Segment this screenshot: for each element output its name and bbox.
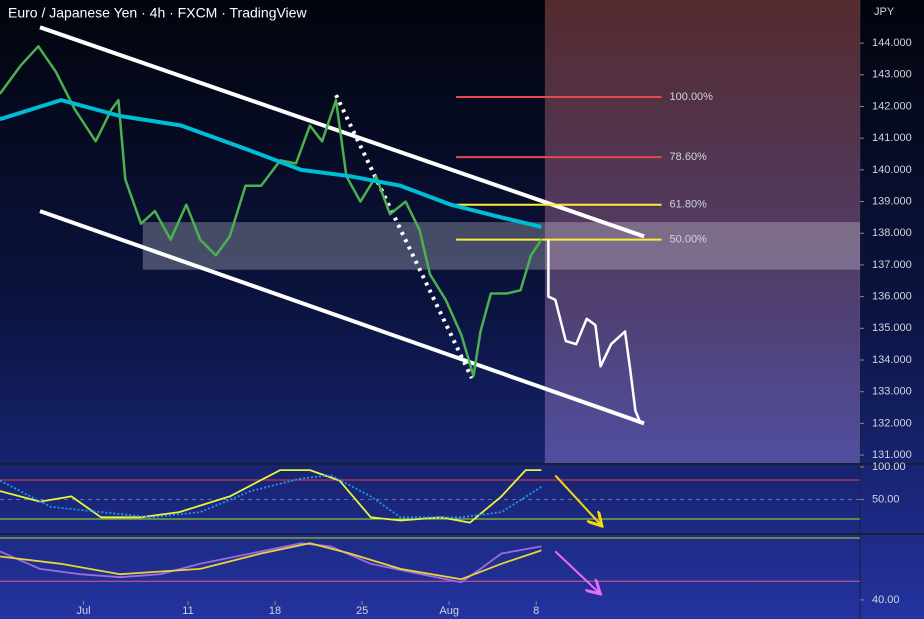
fib-label: 61.80% — [670, 199, 708, 211]
y-tick-label: 40.00 — [872, 594, 900, 606]
trend-line — [39, 25, 645, 239]
y-axis-label: JPY — [874, 6, 895, 18]
y-tick-label: 138.000 — [872, 227, 912, 239]
arrow — [554, 474, 600, 524]
series-line — [0, 45, 543, 378]
y-tick-label: 133.000 — [872, 386, 912, 398]
zone — [142, 222, 860, 270]
y-tick-label: 141.000 — [872, 132, 912, 144]
x-tick-label: 11 — [182, 605, 193, 617]
y-tick-label: 50.00 — [872, 493, 900, 505]
x-tick-label: 8 — [533, 605, 539, 617]
y-tick-label: 137.000 — [872, 259, 912, 271]
trend-line — [39, 209, 645, 426]
fib-label: 50.00% — [670, 233, 708, 245]
x-tick-label: 18 — [269, 605, 281, 617]
y-tick-label: 134.000 — [872, 354, 912, 366]
x-tick-label: 25 — [356, 605, 368, 617]
arrow — [554, 550, 599, 592]
y-tick-label: 143.000 — [872, 69, 912, 81]
x-tick-label: Aug — [439, 605, 459, 617]
series-line — [0, 98, 542, 229]
y-tick-label: 142.000 — [872, 100, 912, 112]
chart-title: Euro / Japanese Yen · 4h · FXCM · Tradin… — [8, 5, 307, 21]
forecast-region — [544, 0, 860, 463]
y-tick-label: 135.000 — [872, 322, 912, 334]
y-tick-label: 144.000 — [872, 37, 912, 49]
y-tick-label: 140.000 — [872, 164, 912, 176]
y-tick-label: 139.000 — [872, 195, 912, 207]
y-tick-label: 136.000 — [872, 291, 912, 303]
x-tick-label: Jul — [77, 605, 91, 617]
y-tick-label: 131.000 — [872, 449, 912, 461]
fib-label: 100.00% — [670, 91, 714, 103]
y-tick-label: 100.00 — [872, 461, 906, 473]
fib-label: 78.60% — [670, 151, 708, 163]
series-line — [547, 239, 642, 424]
series-line — [0, 542, 542, 581]
y-tick-label: 132.000 — [872, 417, 912, 429]
